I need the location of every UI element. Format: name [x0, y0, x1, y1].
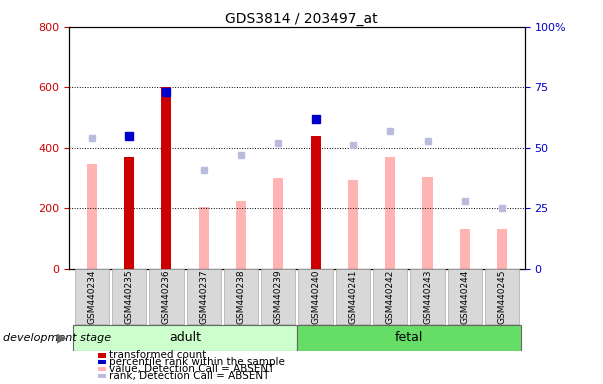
Text: GSM440244: GSM440244 — [461, 270, 469, 324]
Bar — [161, 88, 171, 269]
Bar — [385, 157, 396, 269]
Text: GSM440240: GSM440240 — [311, 270, 320, 324]
Bar — [273, 178, 283, 269]
Text: GSM440243: GSM440243 — [423, 270, 432, 324]
Text: ▶: ▶ — [57, 331, 66, 344]
FancyBboxPatch shape — [298, 269, 333, 324]
FancyBboxPatch shape — [297, 325, 521, 351]
Text: GDS3814 / 203497_at: GDS3814 / 203497_at — [225, 12, 378, 25]
FancyBboxPatch shape — [224, 269, 258, 324]
Text: GSM440234: GSM440234 — [87, 270, 96, 324]
FancyBboxPatch shape — [261, 269, 295, 324]
Text: rank, Detection Call = ABSENT: rank, Detection Call = ABSENT — [109, 371, 269, 381]
Bar — [497, 230, 507, 269]
FancyBboxPatch shape — [411, 269, 445, 324]
Bar — [236, 201, 246, 269]
FancyBboxPatch shape — [186, 269, 221, 324]
Text: percentile rank within the sample: percentile rank within the sample — [109, 357, 285, 367]
Text: GSM440237: GSM440237 — [199, 269, 208, 324]
Bar — [87, 164, 97, 269]
Text: GSM440235: GSM440235 — [125, 269, 133, 324]
Text: GSM440242: GSM440242 — [386, 270, 395, 324]
Text: GSM440241: GSM440241 — [349, 270, 358, 324]
Bar — [459, 230, 470, 269]
Bar — [124, 157, 134, 269]
Text: value, Detection Call = ABSENT: value, Detection Call = ABSENT — [109, 364, 274, 374]
Text: GSM440236: GSM440236 — [162, 269, 171, 324]
FancyBboxPatch shape — [336, 269, 370, 324]
Text: fetal: fetal — [395, 331, 423, 344]
FancyBboxPatch shape — [448, 269, 482, 324]
FancyBboxPatch shape — [75, 269, 109, 324]
FancyBboxPatch shape — [373, 269, 408, 324]
Bar — [198, 207, 209, 269]
FancyBboxPatch shape — [149, 269, 183, 324]
FancyBboxPatch shape — [112, 269, 146, 324]
Bar — [311, 136, 321, 269]
FancyBboxPatch shape — [485, 269, 519, 324]
Text: adult: adult — [169, 331, 201, 344]
Text: GSM440239: GSM440239 — [274, 269, 283, 324]
Text: development stage: development stage — [3, 333, 111, 343]
FancyBboxPatch shape — [73, 325, 297, 351]
Bar — [423, 177, 433, 269]
Text: transformed count: transformed count — [109, 350, 206, 360]
Text: GSM440238: GSM440238 — [236, 269, 245, 324]
Bar — [348, 180, 358, 269]
Text: GSM440245: GSM440245 — [497, 270, 507, 324]
